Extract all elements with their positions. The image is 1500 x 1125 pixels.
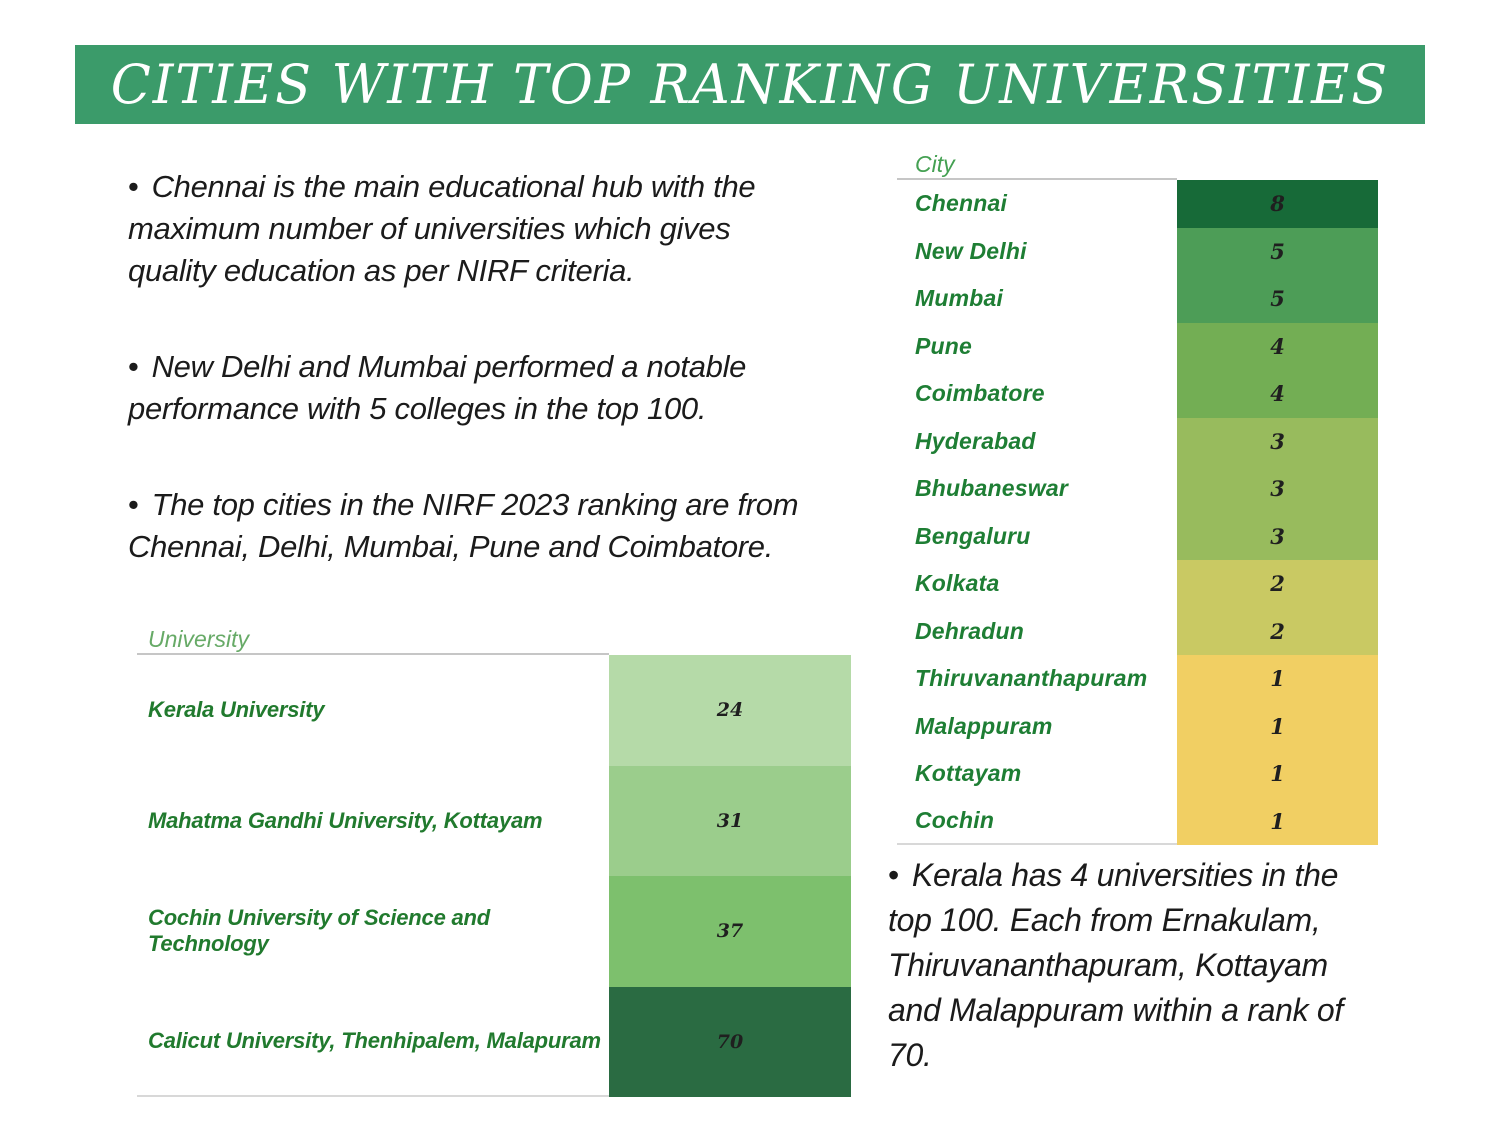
table-row: Coimbatore 4 <box>897 370 1378 418</box>
row-label: Bengaluru <box>897 512 1177 560</box>
bullet-icon: • <box>888 857 899 893</box>
bullet-line: performance with 5 colleges in the top 1… <box>128 388 888 430</box>
bullet-line: • Kerala has 4 universities in the <box>888 853 1408 898</box>
university-table: University Kerala University 24 Mahatma Ga… <box>137 626 851 1097</box>
row-value-cell: 1 <box>1177 797 1378 845</box>
row-value-cell: 31 <box>609 765 851 876</box>
bullet-text: The top cities in the NIRF 2023 ranking … <box>151 487 799 522</box>
bullet-icon: • <box>128 169 139 204</box>
bullet-item: • Chennai is the main educational hub wit… <box>128 166 888 292</box>
table-row: Malappuram 1 <box>897 702 1378 750</box>
row-label: Cochin <box>897 797 1177 845</box>
table-row: Cochin University of Science and Technol… <box>137 876 851 987</box>
bullet-icon: • <box>128 349 139 384</box>
row-value-cell: 2 <box>1177 560 1378 608</box>
row-value-cell: 1 <box>1177 702 1378 750</box>
bullet-line: • The top cities in the NIRF 2023 ranking… <box>128 484 888 526</box>
left-text-block: • Chennai is the main educational hub wit… <box>128 166 888 622</box>
table-row: Mumbai 5 <box>897 275 1378 323</box>
bullet-text: quality education as per NIRF criteria. <box>128 253 635 288</box>
bullet-text: and Malappuram within a rank of <box>888 992 1343 1028</box>
row-value-cell: 8 <box>1177 180 1378 228</box>
table-row: Kerala University 24 <box>137 655 851 766</box>
row-label: Cochin University of Science and Technol… <box>137 876 609 987</box>
row-label: Malappuram <box>897 702 1177 750</box>
page-title: CITIES WITH TOP RANKING UNIVERSITIES <box>110 53 1390 116</box>
bullet-text: Kerala has 4 universities in the <box>911 857 1339 893</box>
row-value-cell: 1 <box>1177 655 1378 703</box>
bullet-line: • New Delhi and Mumbai performed a notabl… <box>128 346 888 388</box>
row-label: Bhubaneswar <box>897 465 1177 513</box>
table-row: New Delhi 5 <box>897 227 1378 275</box>
bullet-icon: • <box>128 487 139 522</box>
row-value-cell: 3 <box>1177 417 1378 465</box>
bullet-text: Chennai is the main educational hub with… <box>151 169 756 204</box>
table-row: Calicut University, Thenhipalem, Malapur… <box>137 986 851 1097</box>
right-text-block: • Kerala has 4 universities in the top 100… <box>888 853 1408 1078</box>
row-value-cell: 5 <box>1177 227 1378 275</box>
row-value-cell: 37 <box>609 876 851 987</box>
university-table-rows: Kerala University 24 Mahatma Gandhi Univer… <box>137 655 851 1097</box>
bullet-item: • The top cities in the NIRF 2023 ranking… <box>128 484 888 568</box>
bullet-text: 70. <box>888 1037 932 1073</box>
bullet-text: Thiruvananthapuram, Kottayam <box>888 947 1328 983</box>
row-value-cell: 4 <box>1177 322 1378 370</box>
row-label: Calicut University, Thenhipalem, Malapur… <box>137 986 609 1097</box>
row-label: Kerala University <box>137 655 609 766</box>
title-banner: CITIES WITH TOP RANKING UNIVERSITIES <box>75 45 1425 124</box>
bullet-text: performance with 5 colleges in the top 1… <box>128 391 707 426</box>
table-row: Cochin 1 <box>897 797 1378 845</box>
row-label: Chennai <box>897 180 1177 228</box>
table-row: Hyderabad 3 <box>897 417 1378 465</box>
city-table-rows: Chennai 8 New Delhi 5 Mumbai 5 Pune 4 Coimbatore… <box>897 180 1378 845</box>
bullet-line: maximum number of universities which giv… <box>128 208 888 250</box>
row-value-cell: 3 <box>1177 465 1378 513</box>
table-row: Kolkata 2 <box>897 560 1378 608</box>
row-label: Kolkata <box>897 560 1177 608</box>
table-row: Chennai 8 <box>897 180 1378 228</box>
table-row: Pune 4 <box>897 322 1378 370</box>
bullet-item: • Kerala has 4 universities in the top 100… <box>888 853 1408 1078</box>
bullet-text: Chennai, Delhi, Mumbai, Pune and Coimbat… <box>128 529 774 564</box>
row-value-cell: 1 <box>1177 750 1378 798</box>
row-label: Hyderabad <box>897 417 1177 465</box>
row-label: Kottayam <box>897 750 1177 798</box>
table-row: Thiruvananthapuram 1 <box>897 655 1378 703</box>
bullet-line: • Chennai is the main educational hub wit… <box>128 166 888 208</box>
row-label: Pune <box>897 322 1177 370</box>
row-value-cell: 70 <box>609 986 851 1097</box>
table-row: Bhubaneswar 3 <box>897 465 1378 513</box>
bullet-line: top 100. Each from Ernakulam, <box>888 898 1408 943</box>
row-value-cell: 3 <box>1177 512 1378 560</box>
bullet-line: and Malappuram within a rank of <box>888 988 1408 1033</box>
row-value-cell: 5 <box>1177 275 1378 323</box>
bullet-text: top 100. Each from Ernakulam, <box>888 902 1321 938</box>
university-table-header: University <box>137 626 609 655</box>
row-value-cell: 2 <box>1177 607 1378 655</box>
row-label: Coimbatore <box>897 370 1177 418</box>
bullet-line: Thiruvananthapuram, Kottayam <box>888 943 1408 988</box>
table-row: Mahatma Gandhi University, Kottayam 31 <box>137 765 851 876</box>
table-row: Kottayam 1 <box>897 750 1378 798</box>
bullet-line: quality education as per NIRF criteria. <box>128 250 888 292</box>
row-value-cell: 24 <box>609 655 851 766</box>
bullet-item: • New Delhi and Mumbai performed a notabl… <box>128 346 888 430</box>
bullet-line: 70. <box>888 1033 1408 1078</box>
city-table: City Chennai 8 New Delhi 5 Mumbai 5 Pune 4 Coimb… <box>897 150 1378 845</box>
bullet-text: maximum number of universities which giv… <box>128 211 731 246</box>
city-table-header: City <box>897 150 1177 180</box>
bullet-line: Chennai, Delhi, Mumbai, Pune and Coimbat… <box>128 526 888 568</box>
row-label: Dehradun <box>897 607 1177 655</box>
row-value-cell: 4 <box>1177 370 1378 418</box>
row-label: Thiruvananthapuram <box>897 655 1177 703</box>
table-row: Bengaluru 3 <box>897 512 1378 560</box>
row-label: Mahatma Gandhi University, Kottayam <box>137 765 609 876</box>
bullet-text: New Delhi and Mumbai performed a notable <box>151 349 747 384</box>
table-row: Dehradun 2 <box>897 607 1378 655</box>
row-label: Mumbai <box>897 275 1177 323</box>
row-label: New Delhi <box>897 227 1177 275</box>
